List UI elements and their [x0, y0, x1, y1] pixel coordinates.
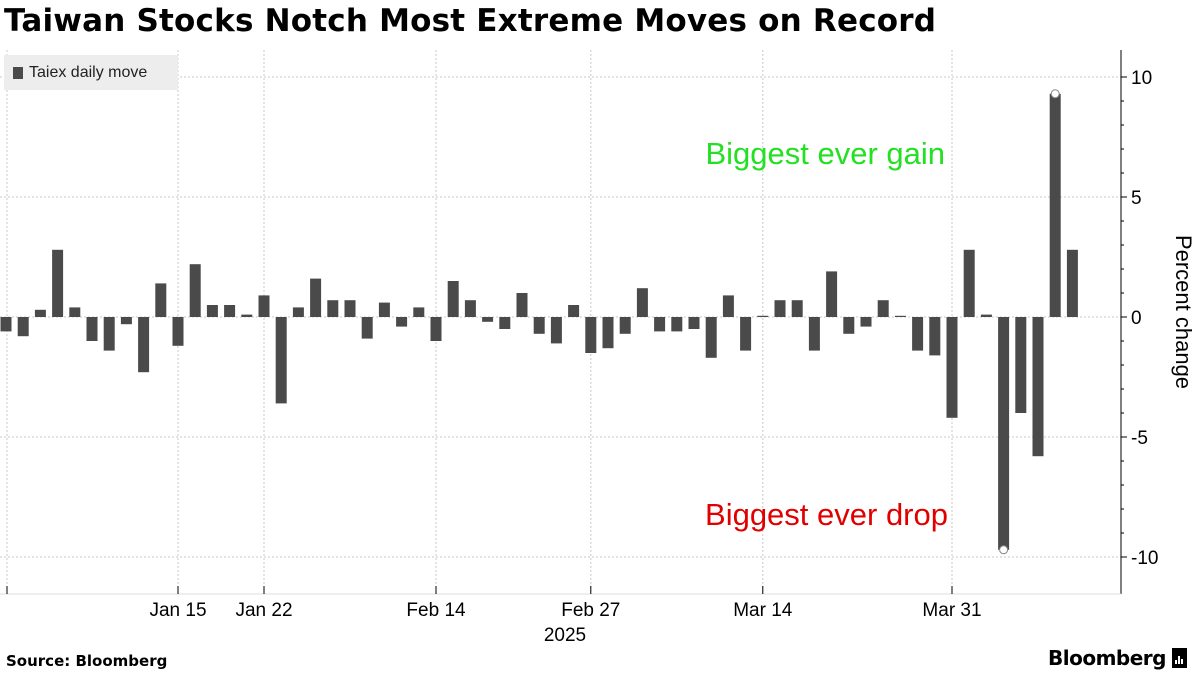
bar	[482, 317, 494, 322]
bar	[1015, 317, 1027, 413]
bar	[791, 300, 803, 317]
bar	[0, 317, 12, 332]
bar	[292, 307, 304, 317]
bar	[860, 317, 872, 327]
annotation-drop: Biggest ever drop	[705, 497, 948, 532]
bar	[722, 295, 734, 317]
bar	[826, 271, 838, 317]
bar	[69, 307, 81, 317]
bar	[585, 317, 597, 353]
brand-logo: Bloomberg	[1048, 646, 1187, 670]
bar	[740, 317, 752, 351]
bar	[464, 300, 476, 317]
bar	[757, 315, 769, 317]
max-marker	[1050, 89, 1060, 99]
bar	[430, 317, 442, 341]
bar	[155, 283, 167, 317]
bar	[619, 317, 631, 334]
bar	[138, 317, 150, 373]
brand-name: Bloomberg	[1048, 646, 1166, 670]
legend-label: Taiex daily move	[29, 63, 148, 81]
bar	[1032, 317, 1044, 457]
bar	[86, 317, 98, 341]
bar	[413, 307, 425, 317]
bar	[361, 317, 373, 339]
bar	[946, 317, 958, 418]
bar	[52, 249, 64, 317]
y-tick-label: -10	[1131, 548, 1158, 569]
chart-title: Taiwan Stocks Notch Most Extreme Moves o…	[4, 3, 937, 39]
bar	[447, 281, 459, 317]
bar	[963, 249, 975, 317]
annotation-gain: Biggest ever gain	[705, 136, 945, 171]
bar	[258, 295, 270, 317]
bar	[877, 300, 889, 317]
x-tick-label: Feb 14	[406, 600, 466, 621]
legend-swatch	[13, 66, 23, 79]
bar	[189, 264, 201, 317]
bar	[533, 317, 545, 334]
bar	[310, 278, 322, 317]
bar	[550, 317, 562, 344]
x-tick-label: Jan 15	[149, 600, 206, 621]
bar	[206, 305, 218, 317]
bar	[705, 317, 717, 358]
bar	[34, 309, 46, 317]
bar	[344, 300, 356, 317]
y-tick-label: -5	[1131, 428, 1148, 449]
source-note: Source: Bloomberg	[6, 652, 168, 670]
bar	[378, 302, 390, 317]
x-tick-label: Feb 27	[561, 600, 620, 621]
bar	[774, 300, 786, 317]
bar	[912, 317, 924, 351]
legend: Taiex daily move	[4, 55, 178, 90]
bar	[998, 317, 1010, 550]
bar	[843, 317, 855, 334]
bar	[499, 317, 511, 329]
bar	[671, 317, 683, 332]
x-tick-label: Jan 22	[235, 600, 292, 621]
bar	[17, 317, 29, 337]
bar	[275, 317, 287, 404]
x-tick-label: Mar 14	[733, 600, 793, 621]
y-tick-label: 0	[1131, 308, 1142, 329]
bar	[568, 305, 580, 317]
bar	[241, 314, 253, 317]
y-axis-label: Percent change	[1171, 235, 1196, 389]
bar	[172, 317, 184, 346]
bar	[808, 317, 820, 351]
bar	[894, 315, 906, 317]
y-tick-label: 5	[1131, 188, 1142, 209]
bar	[1066, 249, 1078, 317]
bar	[327, 300, 339, 317]
bar	[929, 317, 941, 356]
bar	[1049, 93, 1061, 317]
x-tick-label: Mar 31	[922, 600, 981, 621]
bar	[636, 288, 648, 317]
min-marker	[999, 545, 1009, 555]
bar	[980, 314, 992, 317]
bar	[516, 293, 528, 317]
bar	[602, 317, 614, 349]
x-year-label: 2025	[544, 625, 586, 646]
bar	[654, 317, 666, 332]
bar	[396, 317, 408, 327]
bar	[120, 317, 132, 325]
bar	[103, 317, 115, 351]
bar	[688, 317, 700, 329]
bloomberg-terminal-icon	[1171, 648, 1187, 668]
bar	[224, 305, 236, 317]
y-tick-label: 10	[1131, 68, 1152, 89]
